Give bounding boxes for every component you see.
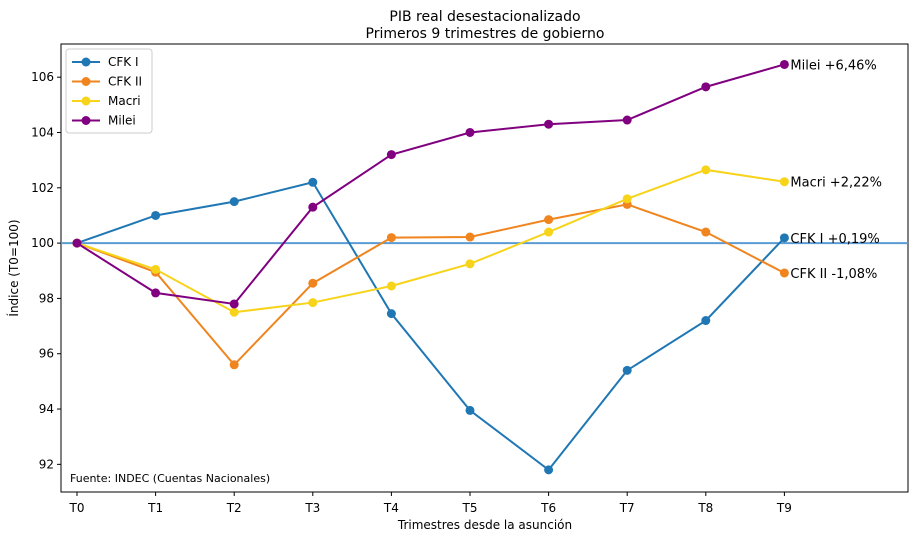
y-axis-label: Índice (T0=100) — [6, 219, 21, 316]
x-tick-label: T9 — [776, 501, 792, 515]
x-axis-label: Trimestres desde la asunción — [397, 518, 572, 532]
data-point-macri — [544, 227, 554, 237]
y-tick-label: 96 — [39, 347, 54, 361]
legend-marker-cfk-i — [81, 57, 91, 67]
y-tick-label: 92 — [39, 457, 54, 471]
data-point-cfk-ii — [386, 233, 396, 243]
end-label-milei: Milei +6,46% — [790, 58, 876, 73]
legend-marker-milei — [81, 116, 91, 125]
data-point-macri — [308, 298, 318, 308]
x-tick-label: T4 — [383, 501, 399, 515]
data-point-milei — [622, 115, 632, 125]
data-point-cfk-ii — [308, 278, 318, 288]
x-tick-label: T3 — [304, 501, 320, 515]
data-point-milei — [701, 82, 711, 92]
y-tick-label: 104 — [31, 125, 54, 139]
y-tick-label: 106 — [31, 70, 54, 84]
series-cfk-ii — [72, 199, 789, 370]
y-tick-label: 100 — [31, 236, 54, 250]
data-point-cfk-i — [544, 465, 554, 475]
data-point-milei — [544, 119, 554, 129]
data-point-cfk-i — [701, 316, 711, 326]
x-tick-label: T1 — [147, 501, 163, 515]
legend-item-cfk-ii: CFK II — [72, 75, 142, 89]
data-point-cfk-ii — [544, 215, 554, 225]
end-label-macri: Macri +2,22% — [790, 176, 882, 191]
data-point-macri — [465, 259, 475, 269]
y-axis: 92 94 96 98 100 102 104 106 — [31, 70, 61, 471]
series-line-cfk-ii — [76, 203, 785, 367]
end-labels: CFK I +0,19% CFK II -1,08% Macri +2,22% Mil… — [790, 58, 882, 282]
data-point-cfk-i — [229, 197, 239, 207]
x-tick-label: T5 — [462, 501, 478, 515]
legend-label-cfk-i: CFK I — [108, 55, 139, 69]
data-point-macri — [701, 165, 711, 175]
data-point-macri — [229, 307, 239, 317]
x-tick-label: T8 — [697, 501, 713, 515]
legend-marker-cfk-ii — [81, 77, 91, 86]
data-point-cfk-i — [308, 177, 318, 187]
legend-item-cfk-i: CFK I — [72, 55, 139, 69]
series-line-milei — [76, 63, 785, 306]
data-point-cfk-i — [151, 210, 161, 220]
x-tick-label: T6 — [540, 501, 556, 515]
chart-subtitle: Primeros 9 trimestres de gobierno — [366, 26, 605, 42]
data-point-cfk-ii — [779, 268, 789, 278]
data-point-milei — [229, 299, 239, 309]
series-cfk-i — [72, 177, 789, 475]
y-tick-label: 98 — [39, 291, 54, 305]
x-axis: T0 T1 T2 T3 T4 T5 T6 T7 T8 T9 — [69, 492, 792, 515]
series-macri — [72, 165, 789, 317]
data-point-cfk-i — [465, 405, 475, 415]
data-point-milei — [386, 150, 396, 160]
series-line-cfk-i — [76, 181, 786, 472]
legend-box — [65, 48, 153, 134]
x-tick-label: T2 — [226, 501, 242, 515]
series-layer — [72, 59, 789, 475]
legend: CFK I CFK II Macri Milei — [65, 48, 153, 134]
x-tick-label: T0 — [69, 501, 85, 515]
data-point-milei — [72, 238, 82, 248]
data-point-cfk-ii — [229, 360, 239, 370]
data-point-cfk-i — [386, 309, 396, 319]
legend-item-macri: Macri — [72, 94, 141, 108]
legend-item-milei: Milei — [72, 114, 136, 128]
source-annotation: Fuente: INDEC (Cuentas Nacionales) — [70, 472, 270, 485]
legend-marker-macri — [81, 96, 91, 106]
series-line-macri — [76, 168, 785, 314]
data-point-milei — [151, 288, 161, 298]
y-tick-label: 94 — [39, 402, 54, 416]
data-point-cfk-i — [779, 233, 789, 243]
data-point-macri — [779, 177, 789, 187]
end-label-cfk-ii: CFK II -1,08% — [790, 267, 877, 282]
data-point-milei — [779, 59, 789, 69]
chart-title: PIB real desestacionalizado — [389, 9, 580, 25]
data-point-cfk-i — [622, 365, 632, 375]
data-point-milei — [465, 127, 475, 137]
data-point-macri — [622, 194, 632, 204]
data-point-milei — [308, 202, 318, 212]
x-tick-label: T7 — [619, 501, 635, 515]
y-tick-label: 102 — [31, 181, 54, 195]
data-point-cfk-ii — [465, 232, 475, 242]
legend-label-milei: Milei — [108, 114, 136, 128]
plot-area — [60, 43, 909, 493]
series-milei — [72, 59, 789, 309]
data-point-macri — [386, 281, 396, 291]
end-label-cfk-i: CFK I +0,19% — [790, 232, 879, 247]
legend-label-cfk-ii: CFK II — [108, 75, 142, 89]
legend-label-macri: Macri — [108, 94, 141, 108]
data-point-macri — [151, 264, 161, 274]
data-point-cfk-ii — [701, 227, 711, 237]
